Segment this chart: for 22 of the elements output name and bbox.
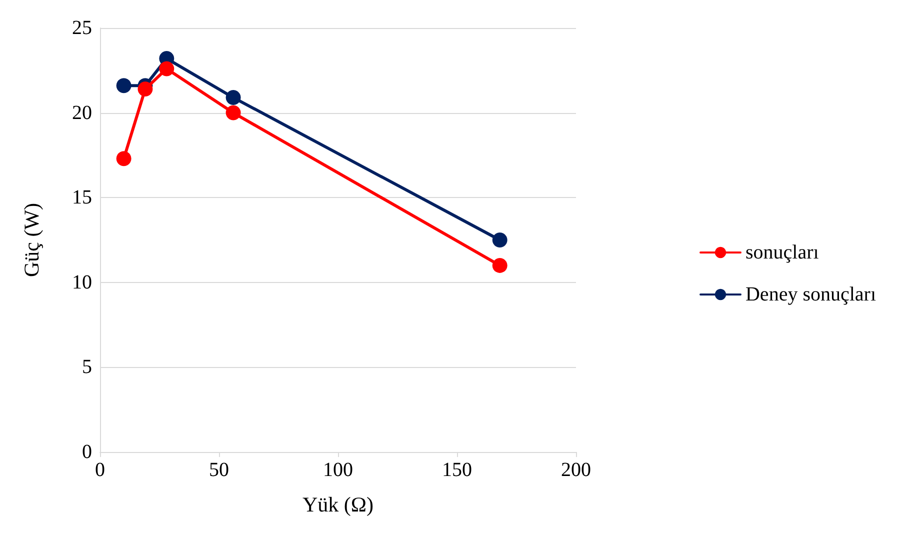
x-tick-label: 200 <box>561 459 591 481</box>
y-tick-label: 25 <box>72 17 92 39</box>
y-tick-label: 15 <box>72 186 92 209</box>
x-tick-label: 50 <box>209 459 229 481</box>
y-axis-title: Güç (W) <box>20 202 44 278</box>
point <box>116 78 132 94</box>
y-tick-label: 20 <box>72 102 92 124</box>
point <box>159 61 174 76</box>
point <box>226 105 241 120</box>
point <box>226 90 241 106</box>
point <box>138 82 153 97</box>
point <box>492 258 508 273</box>
y-tick-label: 10 <box>72 271 92 294</box>
point <box>492 232 508 248</box>
x-tick-label: 150 <box>442 459 472 481</box>
y-tick-label: 5 <box>82 356 92 378</box>
point <box>116 151 132 166</box>
legend-label: sonuçları <box>745 242 820 264</box>
legend-label: Deney sonuçları <box>745 284 876 306</box>
x-axis-title: Yük (Ω) <box>302 492 374 516</box>
x-tick-label: 100 <box>323 459 353 481</box>
y-tick-label: 0 <box>82 441 92 463</box>
